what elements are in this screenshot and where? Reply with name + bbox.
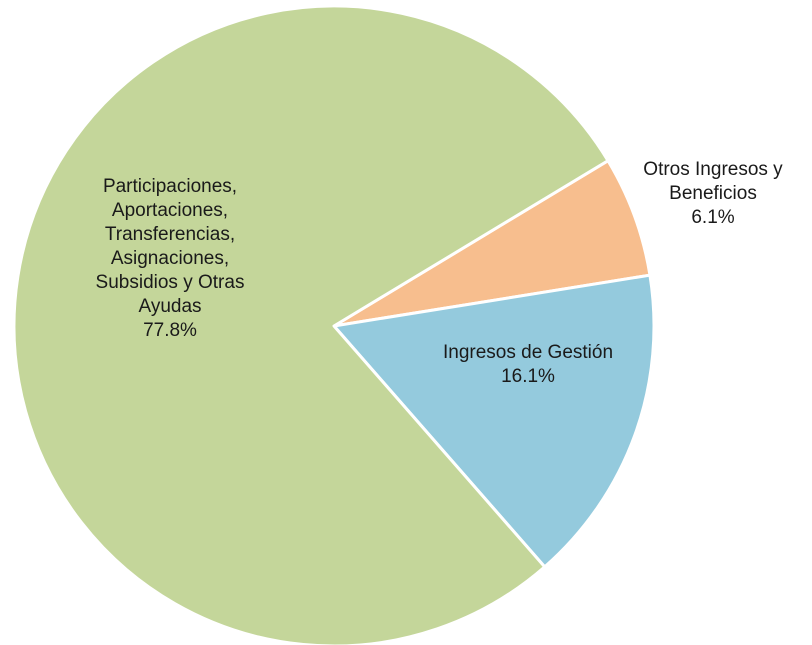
- slice-value-label-0: 6.1%: [691, 207, 734, 228]
- pie-slice-0: [332, 159, 652, 328]
- slice-value-label-1: 16.1%: [501, 366, 555, 387]
- slice-name-line-2-2: Transferencias,: [105, 224, 235, 245]
- slice-name-line-0-0: Otros Ingresos y: [643, 159, 783, 180]
- pie-slice-1: [332, 273, 656, 569]
- slice-name-line-2-4: Subsidios y Otras: [96, 272, 245, 293]
- slice-label-1: Ingresos de Gestión 16.1%: [443, 342, 613, 387]
- slice-name-line-2-3: Asignaciones,: [111, 248, 229, 269]
- slice-label-2: Participaciones, Aportaciones, Transferenc…: [96, 176, 245, 341]
- pie-labels: Otros Ingresos y Beneficios 6.1% Ingresos d…: [96, 159, 784, 387]
- slice-name-line-2-5: Ayudas: [138, 296, 201, 317]
- slice-name-line-2-0: Participaciones,: [103, 176, 237, 197]
- pie-slice-2: [12, 4, 610, 645]
- slice-name-line-0-1: Beneficios: [669, 183, 757, 204]
- slice-value-label-2: 77.8%: [143, 320, 197, 341]
- slice-name-line-1-0: Ingresos de Gestión: [443, 342, 613, 363]
- slice-label-0: Otros Ingresos y Beneficios 6.1%: [643, 159, 783, 228]
- pie-slices: [12, 4, 656, 645]
- slice-name-line-2-1: Aportaciones,: [112, 200, 228, 221]
